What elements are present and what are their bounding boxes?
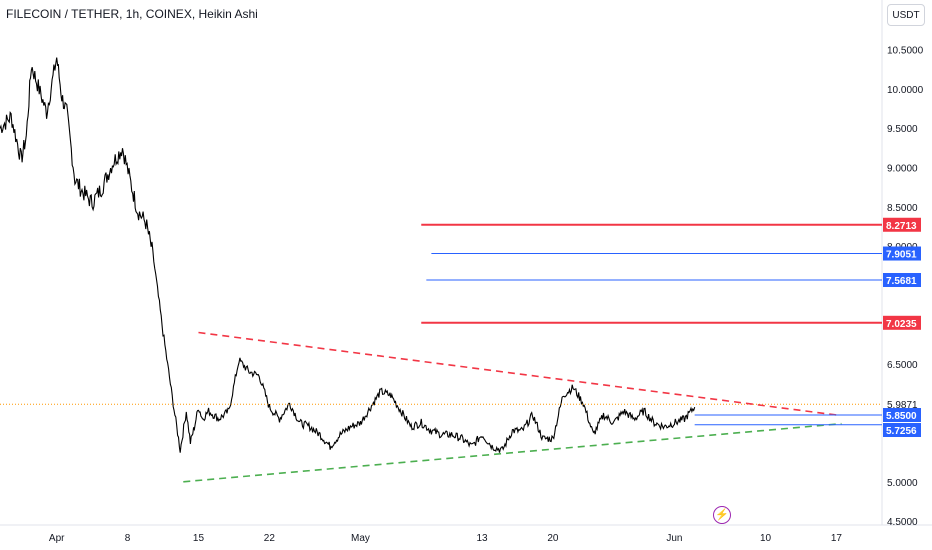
price-tag-5.8500 (883, 408, 921, 422)
y-tick-label: 9.0000 (887, 164, 918, 175)
y-tick-label: 10.5000 (887, 46, 924, 57)
price-tag-8.2713 (883, 217, 921, 232)
price-tag-label-5.7256: 5.7256 (886, 426, 917, 437)
y-tick-label: 10.0000 (887, 85, 924, 96)
x-tick-label: 10 (760, 533, 772, 544)
price-tag-7.9051 (883, 246, 921, 261)
y-tick-label: 8.5000 (887, 203, 918, 214)
price-tag-7.5681 (883, 273, 921, 288)
x-tick-label: 13 (476, 533, 488, 544)
y-tick-label: 5.0000 (887, 478, 918, 489)
price-tag-label-8.2713: 8.2713 (886, 221, 917, 232)
x-tick-label: 20 (547, 533, 559, 544)
currency-button[interactable]: USDT (887, 4, 925, 26)
price-tag-label-5.8500: 5.8500 (886, 411, 917, 422)
price-tag-7.0235 (883, 315, 921, 330)
current-price-label: 5.9871 (887, 400, 918, 411)
y-tick-label: 9.5000 (887, 124, 918, 135)
x-tick-label: Apr (49, 533, 65, 544)
price-tag-label-7.0235: 7.0235 (886, 319, 917, 330)
x-tick-label: Jun (666, 533, 682, 544)
price-tag-label-7.9051: 7.9051 (886, 250, 917, 261)
x-tick-label: May (351, 533, 370, 544)
y-tick-label: 4.5000 (887, 517, 918, 528)
lightning-bolt-icon[interactable]: ⚡ (713, 506, 731, 524)
y-tick-label: 6.5000 (887, 360, 918, 371)
descending-resistance-trendline (198, 331, 837, 416)
x-tick-label: 8 (125, 533, 131, 544)
x-tick-label: 15 (193, 533, 205, 544)
x-tick-label: 22 (264, 533, 276, 544)
ascending-support-trendline (183, 422, 842, 483)
price-tag-label-7.5681: 7.5681 (886, 276, 917, 287)
chart-title: FILECOIN / TETHER, 1h, COINEX, Heikin As… (6, 7, 258, 21)
x-tick-label: 17 (831, 533, 843, 544)
price-series-line (0, 57, 696, 453)
price-tag-5.7256 (883, 423, 921, 437)
